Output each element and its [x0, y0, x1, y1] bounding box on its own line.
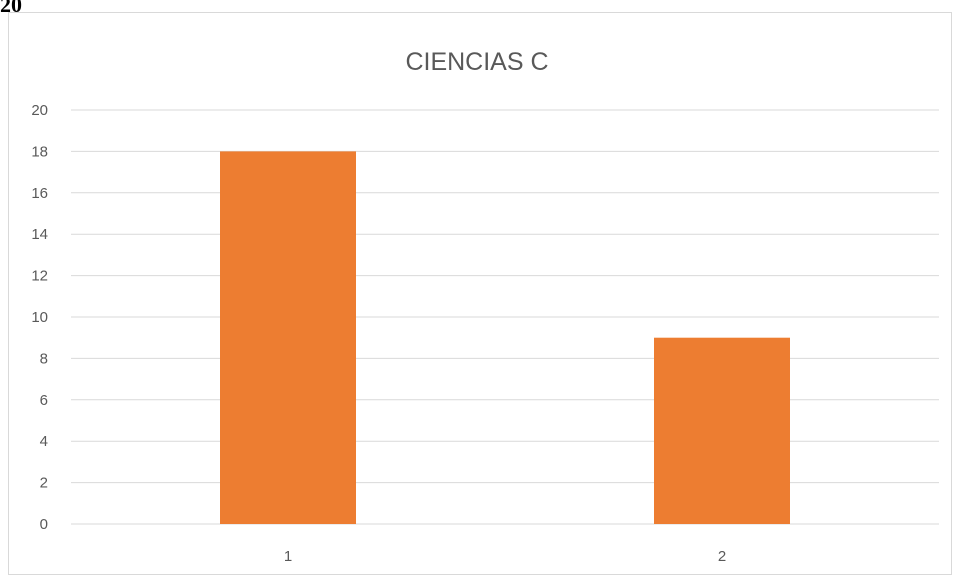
- y-tick-label: 18: [31, 143, 48, 160]
- y-tick-label: 2: [40, 475, 48, 492]
- y-tick-label: 4: [40, 433, 48, 450]
- x-tick-label: 1: [284, 548, 292, 565]
- y-axis-tick-labels: 0 2 4 6 8 10 12 14 16 18 20: [31, 102, 48, 533]
- bar-2: [654, 337, 790, 524]
- chart-area: [8, 12, 952, 575]
- page-corner-text: 20: [0, 0, 22, 17]
- y-tick-label: 12: [31, 268, 48, 285]
- bars: [220, 151, 790, 524]
- x-tick-label: 2: [718, 548, 726, 565]
- chart-title: CIENCIAS C: [405, 48, 549, 76]
- y-tick-label: 20: [31, 102, 48, 119]
- y-tick-label: 6: [40, 392, 48, 409]
- bar-1: [220, 151, 356, 524]
- y-tick-label: 0: [40, 516, 48, 533]
- y-tick-label: 16: [31, 185, 48, 202]
- gridlines: [71, 109, 939, 525]
- y-tick-label: 14: [31, 226, 48, 243]
- y-tick-label: 10: [31, 309, 48, 326]
- y-tick-label: 8: [40, 350, 48, 367]
